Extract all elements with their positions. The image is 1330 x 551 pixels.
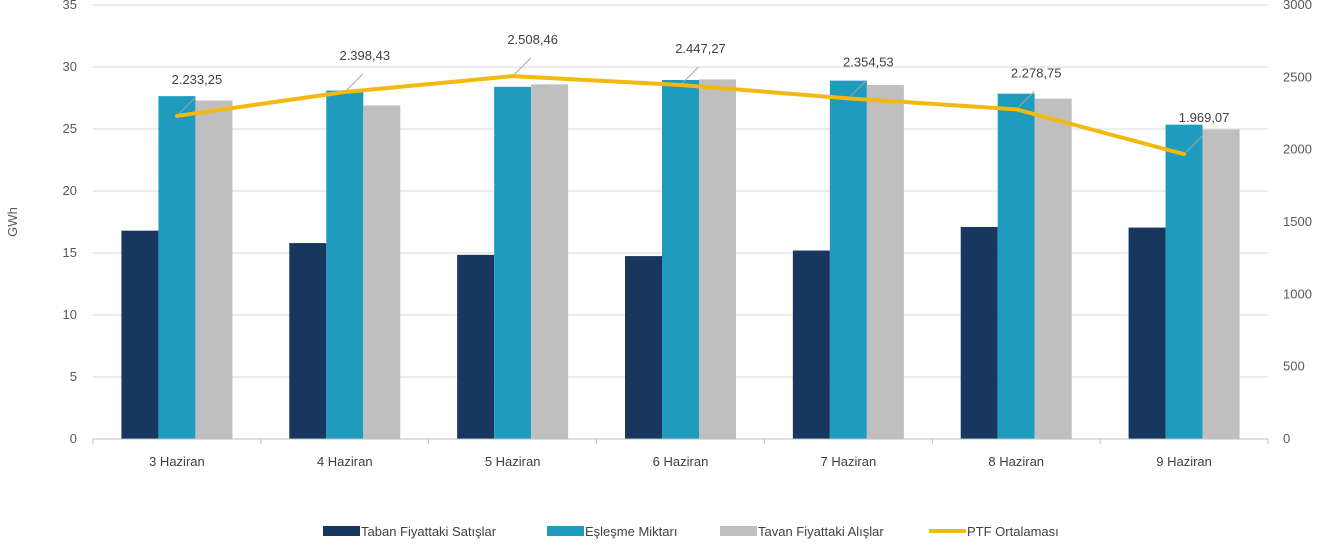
leader-line xyxy=(682,66,699,84)
y-axis-title: GWh xyxy=(5,207,20,237)
x-tick-label: 8 Haziran xyxy=(988,454,1044,469)
bar xyxy=(1165,124,1203,439)
x-tick-label: 7 Haziran xyxy=(821,454,877,469)
leader-line xyxy=(850,80,867,97)
left-axis: 0 5 10 15 20 25 30 35 xyxy=(63,0,77,446)
data-label: 2.278,75 xyxy=(1011,65,1062,80)
y2-tick-label: 1000 xyxy=(1283,286,1312,301)
bar xyxy=(1034,98,1072,440)
y-tick-label: 25 xyxy=(63,121,77,136)
data-labels: 2.233,25 2.398,43 2.508,46 2.447,27 2.354,53… xyxy=(172,32,1230,153)
x-tick-label: 6 Haziran xyxy=(653,454,709,469)
leader-line xyxy=(178,97,196,115)
data-label: 2.233,25 xyxy=(172,72,223,87)
legend-label: Tavan Fiyattaki Alışlar xyxy=(758,524,884,539)
bar xyxy=(121,230,159,439)
bar xyxy=(997,93,1035,439)
bar xyxy=(494,86,532,439)
bar xyxy=(289,243,327,439)
data-label: 2.447,27 xyxy=(675,41,726,56)
line-series xyxy=(174,74,1187,157)
leader-line xyxy=(514,57,531,75)
bar xyxy=(960,226,998,439)
legend-swatch xyxy=(720,526,757,536)
x-tick-label: 5 Haziran xyxy=(485,454,541,469)
legend-label: Eşleşme Miktarı xyxy=(585,524,677,539)
y2-tick-label: 0 xyxy=(1283,431,1290,446)
bar xyxy=(829,80,867,439)
data-label: 2.508,46 xyxy=(507,32,558,47)
data-label: 2.354,53 xyxy=(843,54,894,69)
legend-swatch xyxy=(323,526,360,536)
y-tick-label: 5 xyxy=(70,369,77,384)
bar xyxy=(662,80,699,440)
bar xyxy=(158,96,196,439)
y2-tick-label: 3000 xyxy=(1283,0,1312,12)
bar xyxy=(1202,129,1240,439)
y-tick-label: 20 xyxy=(63,183,77,198)
bar xyxy=(195,100,233,439)
bar xyxy=(326,90,364,439)
y-tick-label: 30 xyxy=(63,59,77,74)
bar xyxy=(699,79,736,440)
y-tick-label: 0 xyxy=(70,431,77,446)
x-tick-label: 4 Haziran xyxy=(317,454,373,469)
legend: Taban Fiyattaki Satışlar Eşleşme Miktarı T… xyxy=(323,524,1059,539)
bar xyxy=(625,256,662,439)
bar xyxy=(531,84,569,440)
bar xyxy=(363,105,401,439)
x-tick-label: 9 Haziran xyxy=(1156,454,1212,469)
y-tick-label: 35 xyxy=(63,0,77,12)
leader-line xyxy=(1185,135,1203,153)
leader-line xyxy=(1017,90,1035,108)
y2-tick-label: 1500 xyxy=(1283,214,1312,229)
y2-tick-label: 2500 xyxy=(1283,69,1312,84)
x-tick-label: 3 Haziran xyxy=(149,454,205,469)
bar xyxy=(866,84,904,439)
y2-tick-label: 2000 xyxy=(1283,142,1312,157)
bar xyxy=(457,254,495,439)
y-tick-label: 15 xyxy=(63,245,77,260)
legend-label: Taban Fiyattaki Satışlar xyxy=(361,524,497,539)
bar xyxy=(1128,227,1166,439)
right-axis: 0 500 1000 1500 2000 2500 3000 xyxy=(1283,0,1312,446)
bar-series xyxy=(121,79,1240,440)
ptf-line xyxy=(174,74,1187,157)
bar xyxy=(792,250,830,439)
y2-tick-label: 500 xyxy=(1283,359,1305,374)
legend-label: PTF Ortalaması xyxy=(967,524,1059,539)
data-label: 2.398,43 xyxy=(339,48,390,63)
y-tick-label: 10 xyxy=(63,307,77,322)
data-label: 1.969,07 xyxy=(1179,110,1230,125)
leader-line xyxy=(346,73,364,91)
x-axis: 3 Haziran 4 Haziran 5 Haziran 6 Haziran 7 Ha… xyxy=(92,438,1269,469)
legend-swatch xyxy=(547,526,584,536)
